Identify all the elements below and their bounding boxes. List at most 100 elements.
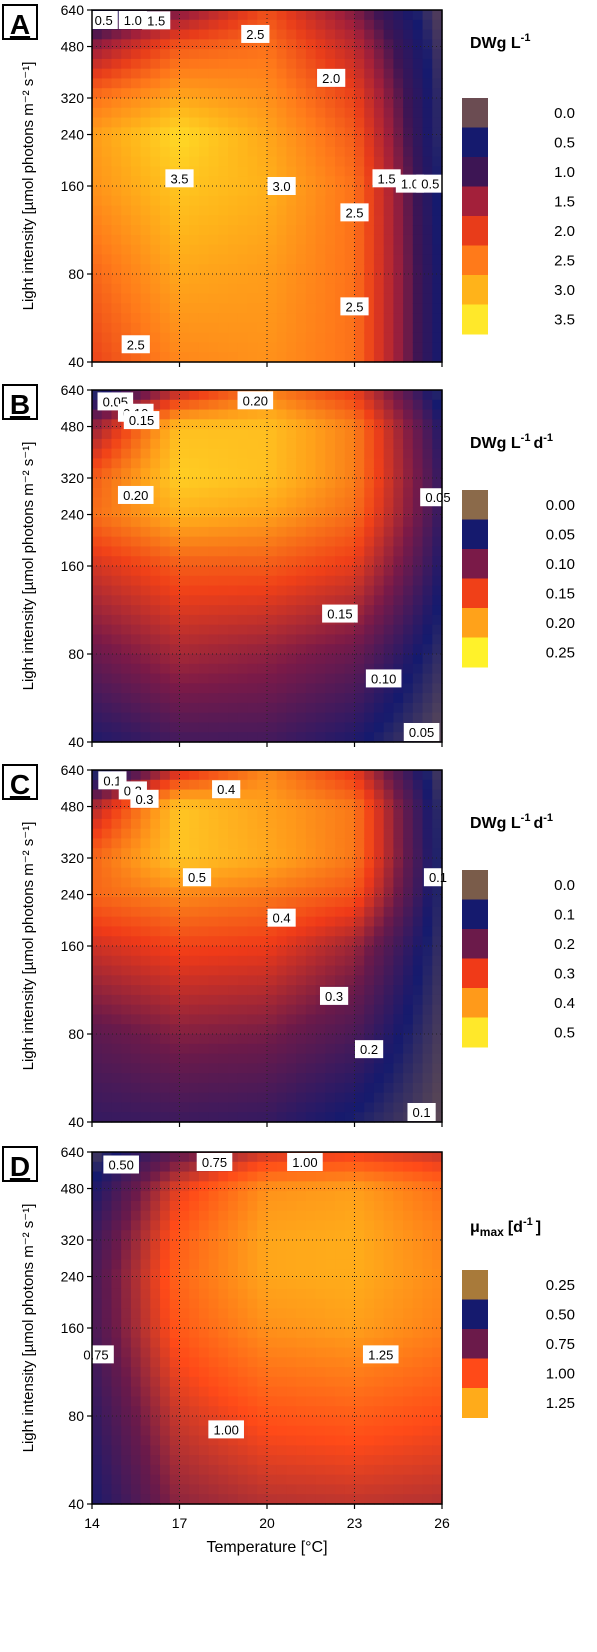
heatmap-cell <box>305 10 317 21</box>
heatmap-cell <box>422 78 433 89</box>
heatmap-cell <box>130 732 142 743</box>
heatmap-cell <box>286 438 297 450</box>
heatmap-cell <box>208 702 219 714</box>
heatmap-cell <box>286 1053 297 1064</box>
heatmap-cell <box>393 838 404 849</box>
heatmap-cell <box>325 234 336 246</box>
heatmap-cell <box>344 673 356 684</box>
heatmap-cell <box>218 712 229 724</box>
heatmap-cell <box>315 127 326 138</box>
heatmap-cell <box>373 595 385 606</box>
heatmap-cell <box>422 858 433 869</box>
heatmap-cell <box>344 234 356 246</box>
heatmap-cell <box>189 186 200 197</box>
heatmap-cell <box>92 448 103 460</box>
heatmap-cell <box>140 546 151 557</box>
heatmap-cell <box>160 448 171 460</box>
heatmap-cell <box>296 936 307 947</box>
heatmap-cell <box>432 29 443 40</box>
heatmap-cell <box>92 468 103 479</box>
heatmap-cell <box>305 994 317 1006</box>
heatmap-cell <box>121 916 132 928</box>
contour-label-text: 0.1 <box>429 870 447 885</box>
heatmap-cell <box>305 322 317 334</box>
heatmap-cell <box>150 722 161 733</box>
heatmap-cell <box>169 1259 181 1270</box>
heatmap-cell <box>393 137 404 148</box>
heatmap-cell <box>247 722 258 733</box>
heatmap-cell <box>111 906 122 918</box>
heatmap-cell <box>160 877 171 888</box>
heatmap-cell <box>218 225 229 236</box>
heatmap-cell <box>198 1200 210 1212</box>
heatmap-cell <box>160 1425 171 1437</box>
heatmap-cell <box>267 1181 278 1192</box>
heatmap-cell <box>247 1053 258 1064</box>
heatmap-cell <box>257 546 268 557</box>
heatmap-cell <box>237 264 249 275</box>
heatmap-cell <box>160 29 171 40</box>
heatmap-cell <box>403 848 414 859</box>
heatmap-cell <box>179 19 190 31</box>
heatmap-cell <box>267 1200 278 1212</box>
heatmap-cell <box>101 575 113 587</box>
heatmap-cell <box>305 274 317 285</box>
heatmap-cell <box>189 1347 200 1358</box>
heatmap-cell <box>315 303 326 314</box>
heatmap-cell <box>315 673 326 684</box>
heatmap-cell <box>198 779 210 791</box>
heatmap-cell <box>92 556 103 567</box>
heatmap-cell <box>354 693 365 704</box>
legend-label: 1.0 <box>554 164 575 181</box>
heatmap-cell <box>208 156 219 168</box>
heatmap-cell <box>296 838 307 849</box>
heatmap-cell <box>111 1279 122 1290</box>
heatmap-cell <box>383 828 394 840</box>
heatmap-cell <box>208 663 219 675</box>
heatmap-cell <box>218 68 229 80</box>
heatmap-cell <box>198 1102 210 1113</box>
heatmap-cell <box>267 478 278 489</box>
heatmap-cell <box>257 702 268 714</box>
heatmap-cell <box>267 673 278 684</box>
heatmap-cell <box>296 293 307 304</box>
heatmap-cell <box>208 1024 219 1035</box>
heatmap-cell <box>267 789 278 800</box>
heatmap-cell <box>286 487 297 499</box>
heatmap-cell <box>121 1406 132 1417</box>
heatmap-cell <box>403 809 414 820</box>
heatmap-cell <box>150 1464 161 1476</box>
heatmap-cell <box>422 946 433 957</box>
heatmap-cell <box>101 448 113 460</box>
heatmap-cell <box>257 352 268 363</box>
heatmap-cell <box>160 1220 171 1231</box>
heatmap-cell <box>383 985 394 996</box>
heatmap-cell <box>169 1181 181 1192</box>
heatmap-cell <box>325 225 336 236</box>
heatmap-cell <box>189 779 200 791</box>
heatmap-cell <box>412 468 424 479</box>
heatmap-cell <box>198 1406 210 1417</box>
heatmap-cell <box>130 88 142 99</box>
heatmap-cell <box>247 1240 258 1251</box>
heatmap-cell <box>393 975 404 986</box>
heatmap-cell <box>160 1328 171 1339</box>
heatmap-cell <box>92 887 103 898</box>
heatmap-cell <box>111 1024 122 1035</box>
heatmap-cell <box>189 78 200 89</box>
heatmap-cell <box>247 1034 258 1045</box>
heatmap-cell <box>198 536 210 548</box>
heatmap-cell <box>160 1455 171 1466</box>
heatmap-cell <box>267 828 278 840</box>
heatmap-cell <box>208 1396 219 1407</box>
heatmap-cell <box>92 293 103 304</box>
heatmap-cell <box>92 1181 103 1192</box>
heatmap-cell <box>412 487 424 499</box>
heatmap-cell <box>92 683 103 694</box>
heatmap-cell <box>286 1435 297 1446</box>
heatmap-cell <box>403 283 414 295</box>
heatmap-cell <box>169 906 181 918</box>
heatmap-cell <box>296 1288 307 1300</box>
heatmap-cell <box>432 702 443 714</box>
heatmap-cell <box>189 1043 200 1055</box>
